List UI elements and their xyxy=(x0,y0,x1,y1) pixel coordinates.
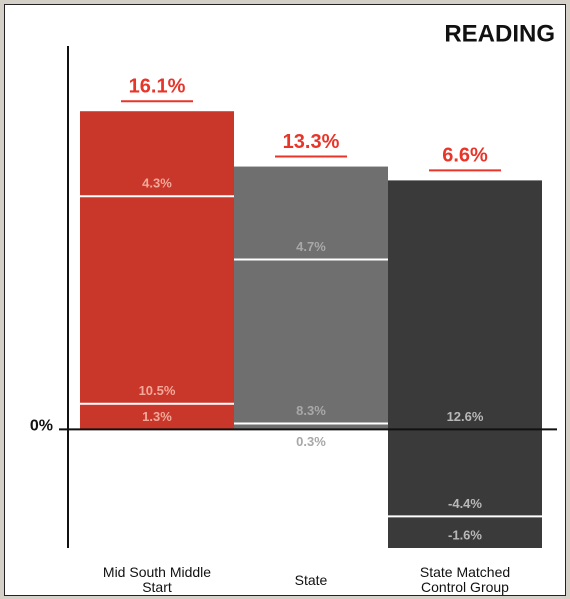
bar-segment xyxy=(234,259,388,424)
y-tick-label: 0% xyxy=(30,418,53,435)
segment-label: 4.7% xyxy=(296,239,326,254)
bar-segment xyxy=(388,180,542,430)
x-tick-label: State xyxy=(294,571,328,588)
segment-label: 1.3% xyxy=(142,409,172,424)
x-tick-label: State Matched Control Group xyxy=(419,564,511,595)
segment-label: 8.3% xyxy=(296,403,326,418)
bar-segment xyxy=(80,111,234,197)
segment-label: 10.5% xyxy=(139,383,176,398)
segment-label: 0.3% xyxy=(296,434,326,449)
bar-segment xyxy=(80,196,234,404)
total-label: 16.1% xyxy=(129,76,186,98)
bar-segment xyxy=(388,516,542,548)
chart: READING 1.3% 10.5% 4.3% 16.1% 0.3% 8.3% 4.7% 13… xyxy=(30,20,557,548)
segment-label: 12.6% xyxy=(447,409,484,424)
segment-label: -4.4% xyxy=(448,496,482,511)
bar-segment xyxy=(234,166,388,260)
bar-segment xyxy=(234,423,388,430)
segment-label: -1.6% xyxy=(448,527,482,542)
segment-label: 4.3% xyxy=(142,176,172,191)
chart-title: READING xyxy=(444,20,555,47)
chart-frame: READING 1.3% 10.5% 4.3% 16.1% 0.3% 8.3% 4.7% 13… xyxy=(4,4,566,596)
bar-segment xyxy=(80,403,234,430)
total-label: 13.3% xyxy=(283,131,340,153)
bar-segment xyxy=(388,429,542,517)
total-label: 6.6% xyxy=(442,145,488,167)
x-tick-label: Mid South Middle Start xyxy=(102,564,212,595)
